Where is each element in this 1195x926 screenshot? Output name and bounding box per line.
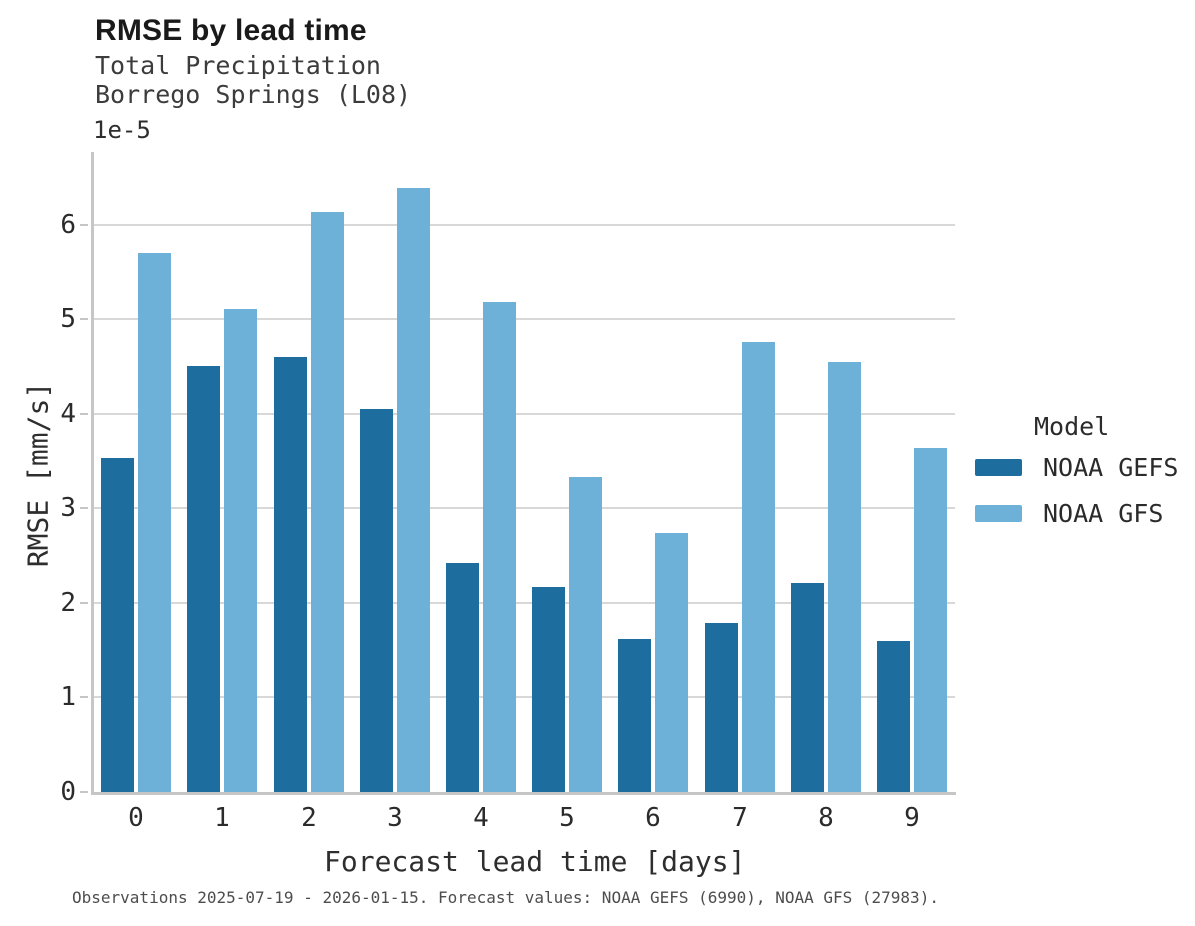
- y-axis-offset-label: 1e-5: [93, 116, 151, 144]
- legend-swatch-noaa-gfs: [975, 505, 1022, 522]
- gridline-y-3: [93, 507, 955, 510]
- bar-noaa-gefs-lead-5: [532, 586, 565, 792]
- legend-item-noaa-gfs: NOAA GFS: [975, 499, 1178, 528]
- y-tick-label-6: 6: [60, 209, 76, 240]
- y-tick-label-0: 0: [60, 777, 76, 807]
- x-tick-label-4: 4: [473, 803, 489, 833]
- y-tick-label-2: 2: [60, 587, 76, 618]
- y-tick-mark-6: [80, 223, 88, 226]
- bar-noaa-gefs-lead-8: [791, 583, 824, 792]
- bar-noaa-gfs-lead-8: [828, 361, 861, 792]
- bar-noaa-gefs-lead-0: [101, 458, 134, 792]
- x-tick-label-9: 9: [904, 803, 920, 833]
- x-tick-label-7: 7: [732, 803, 748, 833]
- bar-noaa-gefs-lead-1: [187, 365, 220, 792]
- bar-noaa-gefs-lead-4: [446, 563, 479, 792]
- legend-swatch-noaa-gefs: [975, 459, 1022, 476]
- y-axis-spine: [91, 152, 94, 795]
- x-tick-label-2: 2: [301, 803, 317, 833]
- bar-noaa-gefs-lead-9: [877, 640, 910, 792]
- bar-noaa-gfs-lead-7: [742, 342, 775, 792]
- bar-noaa-gfs-lead-4: [483, 302, 516, 792]
- gridline-y-4: [93, 412, 955, 415]
- y-tick-label-3: 3: [60, 493, 76, 524]
- bar-noaa-gfs-lead-5: [569, 477, 602, 792]
- bar-noaa-gfs-lead-9: [914, 447, 947, 792]
- footnote: Observations 2025-07-19 - 2026-01-15. Fo…: [72, 888, 939, 907]
- bar-noaa-gfs-lead-1: [224, 308, 257, 792]
- x-tick-label-0: 0: [128, 803, 144, 833]
- bar-noaa-gfs-lead-6: [655, 533, 688, 792]
- bar-noaa-gfs-lead-2: [311, 211, 344, 792]
- chart-subtitle-station: Borrego Springs (L08): [95, 80, 412, 109]
- x-axis-spine: [91, 792, 956, 795]
- bar-noaa-gefs-lead-6: [618, 638, 651, 792]
- bar-noaa-gfs-lead-0: [138, 253, 171, 792]
- gridline-y-2: [93, 601, 955, 604]
- bar-noaa-gefs-lead-3: [360, 409, 393, 792]
- y-tick-mark-3: [80, 507, 88, 510]
- x-tick-label-1: 1: [214, 803, 230, 833]
- legend: Model NOAA GEFS NOAA GFS: [975, 412, 1178, 545]
- x-axis-label: Forecast lead time [days]: [324, 845, 746, 878]
- x-tick-label-3: 3: [387, 803, 403, 833]
- y-tick-label-1: 1: [60, 682, 76, 713]
- gridline-y-5: [93, 318, 955, 321]
- y-tick-mark-4: [80, 412, 88, 415]
- bar-noaa-gfs-lead-3: [397, 187, 430, 792]
- bar-noaa-gefs-lead-2: [274, 357, 307, 792]
- legend-label-noaa-gefs: NOAA GEFS: [1043, 453, 1179, 482]
- chart-subtitle-variable: Total Precipitation: [95, 51, 381, 80]
- x-tick-label-8: 8: [818, 803, 834, 833]
- y-tick-label-4: 4: [60, 398, 76, 429]
- legend-title: Model: [1034, 412, 1110, 441]
- x-tick-label-5: 5: [559, 803, 575, 833]
- y-tick-mark-5: [80, 318, 88, 321]
- y-tick-mark-2: [80, 601, 88, 604]
- y-tick-mark-1: [80, 696, 88, 699]
- gridline-y-1: [93, 696, 955, 699]
- chart-title: RMSE by lead time: [95, 14, 367, 47]
- gridline-y-6: [93, 223, 955, 226]
- legend-item-noaa-gefs: NOAA GEFS: [975, 453, 1178, 482]
- legend-label-noaa-gfs: NOAA GFS: [1043, 499, 1164, 528]
- x-tick-label-6: 6: [645, 803, 661, 833]
- y-tick-mark-0: [80, 791, 88, 793]
- y-tick-label-5: 5: [60, 304, 76, 335]
- bar-noaa-gefs-lead-7: [705, 622, 738, 792]
